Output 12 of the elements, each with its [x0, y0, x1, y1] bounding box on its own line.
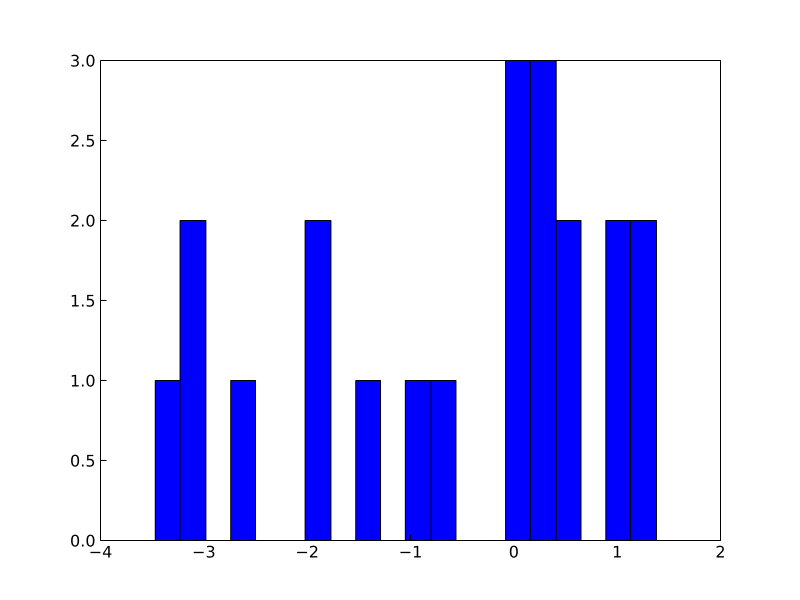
x-tick-label: −3 [192, 542, 216, 562]
y-tick-label: 1.0 [70, 372, 96, 390]
x-tick-label: −2 [295, 542, 319, 562]
y-tick-label: 1.5 [70, 292, 96, 310]
y-tick-label: 3.0 [70, 52, 96, 70]
x-tick-label: 1 [612, 542, 622, 562]
y-tick-label: 0.5 [70, 452, 96, 470]
x-tick-label: 2 [715, 542, 726, 562]
y-tick-label: 2.5 [70, 132, 96, 150]
x-tick-label: −1 [398, 542, 422, 562]
y-tick-label: 2.0 [70, 212, 96, 230]
x-tick-label: 0 [508, 542, 519, 562]
